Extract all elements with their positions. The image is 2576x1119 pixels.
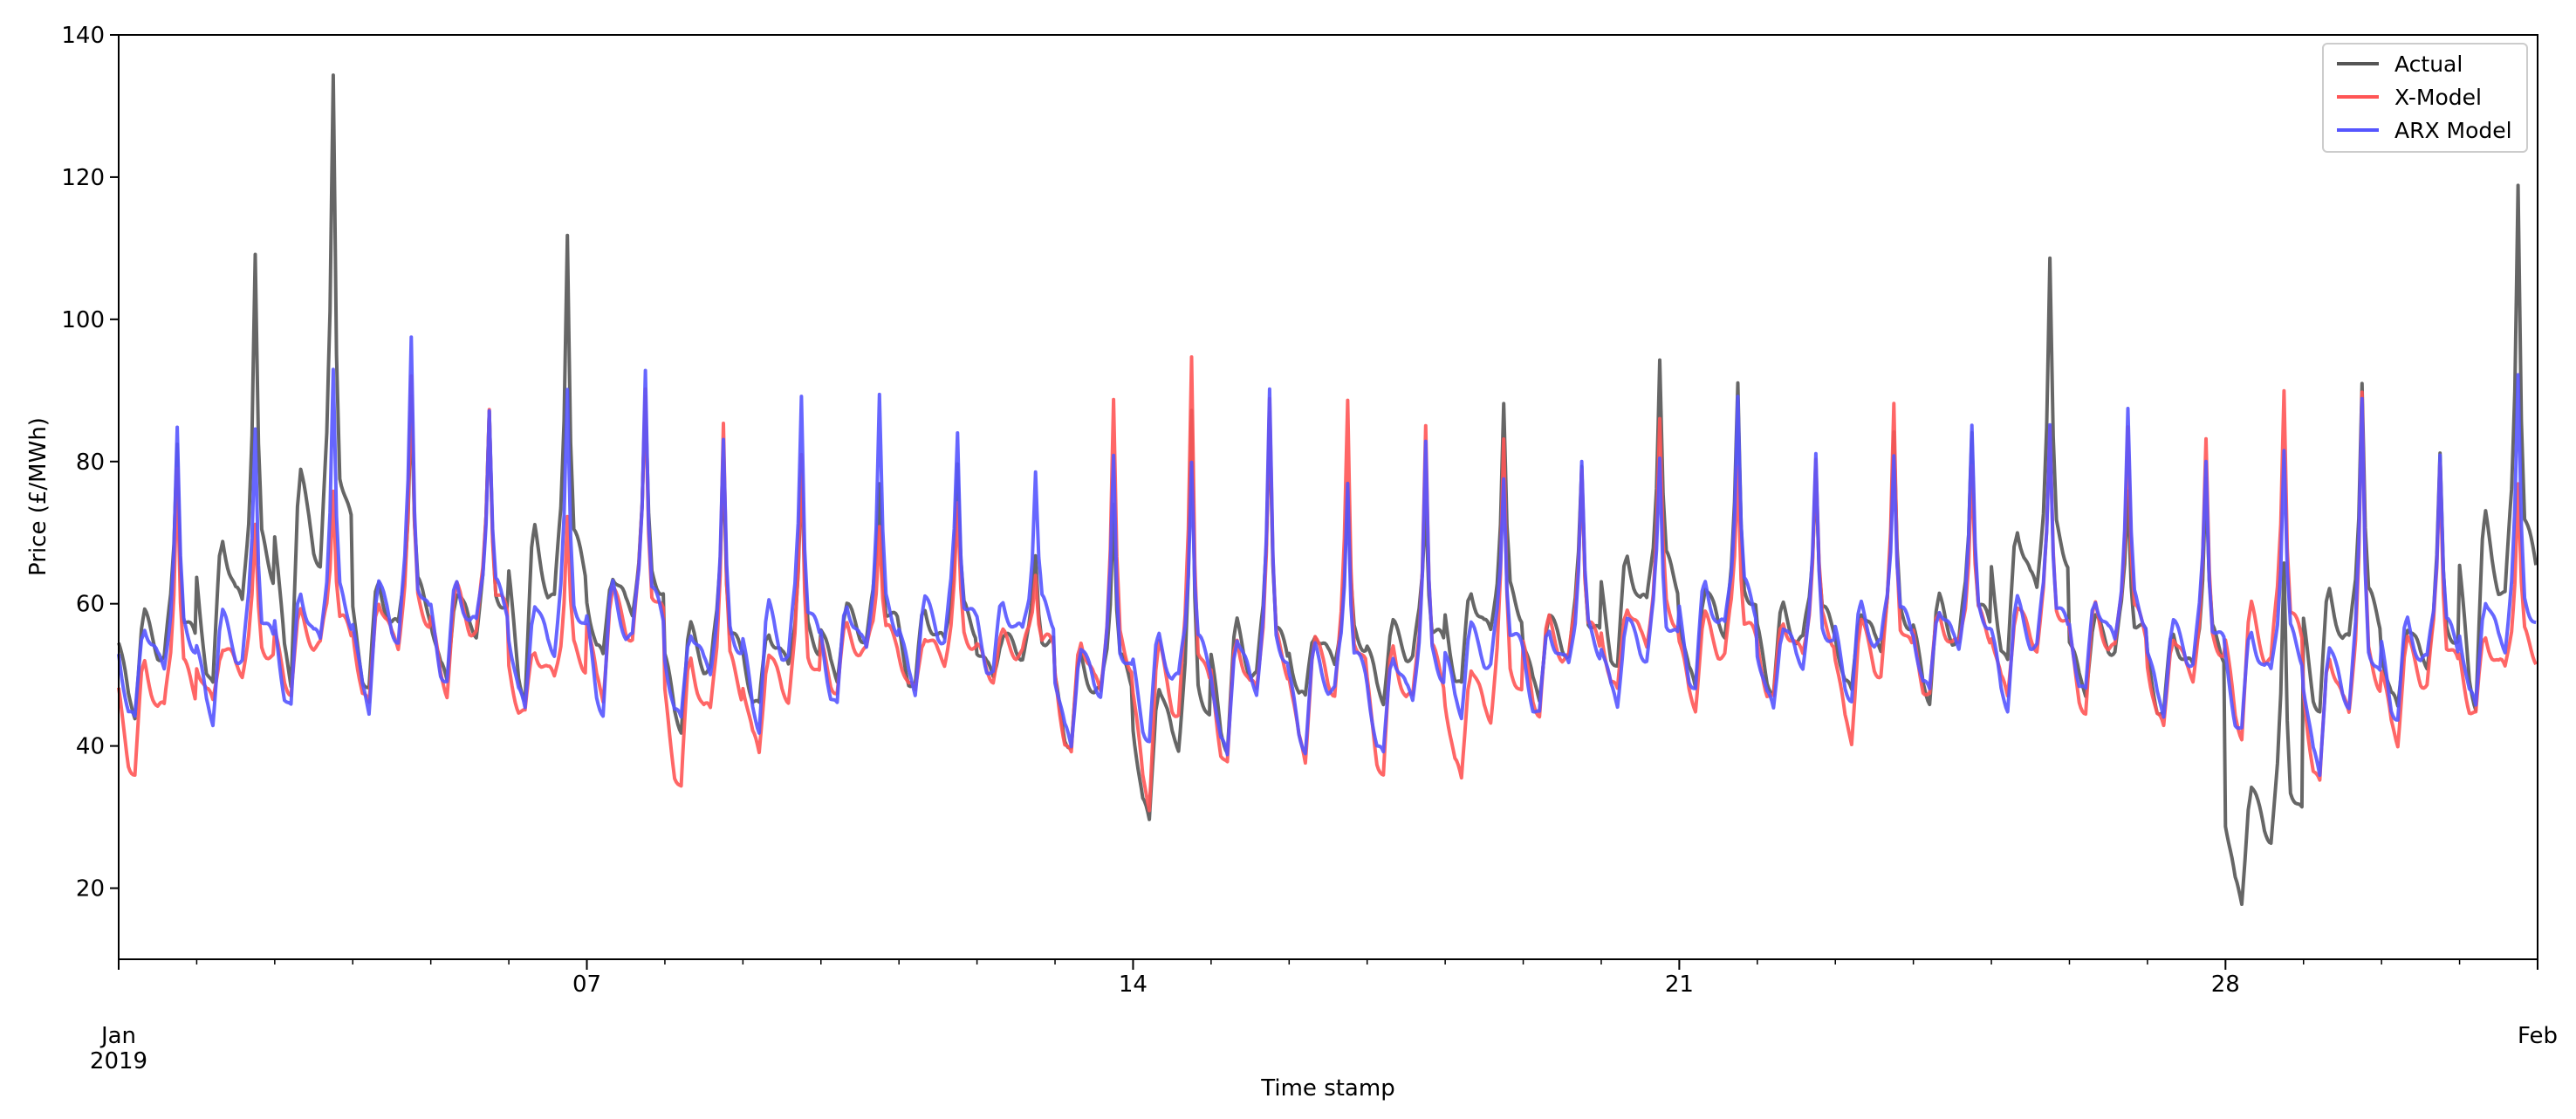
legend: Actual X-Model ARX Model (2322, 43, 2528, 153)
y-tick-label: 20 (76, 876, 105, 903)
x-axis-title: Time stamp (1260, 1075, 1394, 1102)
legend-label-x-model: X-Model (2394, 85, 2482, 110)
x-tick-label: Feb (2518, 1023, 2558, 1049)
x-tick-label: 07 (572, 971, 601, 998)
y-tick-label: 100 (61, 307, 105, 333)
y-tick-label: 120 (61, 165, 105, 191)
x-tick-label: 14 (1119, 971, 1148, 998)
x-tick-sublabel: 2019 (90, 1048, 147, 1074)
legend-box (2322, 43, 2528, 153)
x-tick-label: 21 (1665, 971, 1694, 998)
x-tick-label: 28 (2211, 971, 2240, 998)
x-tick-label: Jan (99, 1023, 136, 1049)
y-tick-label: 140 (61, 23, 105, 49)
series-lines (117, 73, 2538, 906)
legend-label-arx-model: ARX Model (2394, 118, 2512, 143)
y-tick-label: 40 (76, 734, 105, 760)
series-line-arx-model (117, 335, 2537, 778)
y-tick-label: 80 (76, 450, 105, 476)
y-axis-title: Price (£/MWh) (25, 417, 51, 576)
plot-frame (118, 34, 2538, 960)
y-axis: 20 40 60 80 100 120 140 (61, 23, 119, 903)
legend-label-actual: Actual (2394, 51, 2463, 77)
y-tick-label: 60 (76, 592, 105, 618)
